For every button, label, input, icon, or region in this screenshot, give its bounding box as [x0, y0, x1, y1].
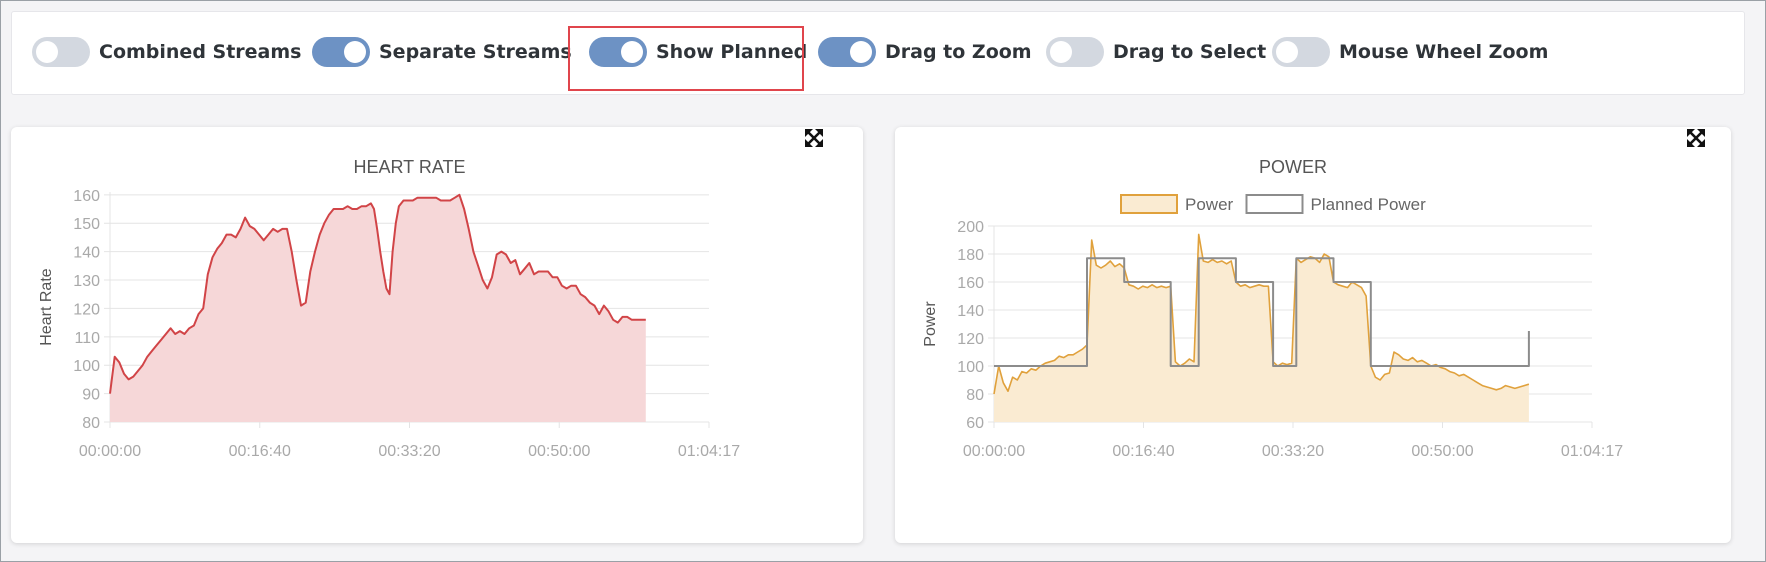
toggle-show-planned[interactable]: Show Planned [589, 36, 807, 68]
y-tick-label: 160 [73, 188, 100, 205]
toggle-drag-to-zoom[interactable]: Drag to Zoom [818, 36, 1032, 68]
legend-label: Power [1185, 195, 1234, 214]
y-tick-label: 200 [957, 219, 984, 236]
toggle-label: Combined Streams [99, 41, 302, 63]
x-tick-label: 01:04:17 [1561, 443, 1623, 460]
y-tick-label: 140 [73, 245, 100, 262]
toggle-switch[interactable] [312, 37, 370, 67]
toggle-switch[interactable] [1046, 37, 1104, 67]
y-tick-label: 100 [957, 359, 984, 376]
x-tick-label: 01:04:17 [678, 443, 740, 460]
toggle-switch[interactable] [589, 37, 647, 67]
y-axis-label: Power [922, 301, 939, 347]
series-line [994, 257, 1530, 367]
chart-options-toolbar: Combined Streams Separate Streams Show P… [11, 11, 1745, 95]
series-area [110, 194, 646, 422]
toggle-label: Mouse Wheel Zoom [1339, 41, 1549, 63]
legend-swatch [1120, 194, 1178, 214]
power-chart: POWER 60 80 100 120 140 160 180 200 00:00:00 00:16… [922, 157, 1623, 460]
y-tick-label: 120 [73, 301, 100, 318]
x-tick-label: 00:50:00 [1411, 443, 1473, 460]
chart-title: HEART RATE [353, 157, 465, 177]
toggle-label: Drag to Zoom [885, 41, 1032, 63]
power-card: POWER 60 80 100 120 140 160 180 200 00:00:00 00:16… [895, 127, 1731, 543]
y-tick-label: 60 [966, 415, 984, 432]
x-tick-label: 00:16:40 [1112, 443, 1174, 460]
y-tick-label: 130 [73, 273, 100, 290]
x-tick-label: 00:33:20 [378, 443, 440, 460]
y-tick-label: 120 [957, 331, 984, 348]
toggle-label: Drag to Select [1113, 41, 1267, 63]
y-axis-label: Heart Rate [38, 268, 55, 345]
x-tick-label: 00:16:40 [229, 443, 291, 460]
series-line [109, 193, 646, 394]
expand-icon[interactable] [803, 127, 825, 149]
y-tick-label: 180 [957, 247, 984, 264]
toggle-switch[interactable] [818, 37, 876, 67]
toggle-drag-to-select[interactable]: Drag to Select [1046, 36, 1266, 68]
toggle-mouse-wheel-zoom[interactable]: Mouse Wheel Zoom [1272, 36, 1548, 68]
series-area [994, 234, 1529, 422]
expand-icon[interactable] [1685, 127, 1707, 149]
y-tick-label: 100 [73, 358, 100, 375]
x-tick-label: 00:33:20 [1262, 443, 1324, 460]
y-tick-label: 160 [957, 275, 984, 292]
x-tick-label: 00:00:00 [79, 443, 141, 460]
legend-swatch [1245, 194, 1304, 214]
toggle-combined-streams[interactable]: Combined Streams [32, 36, 302, 68]
legend-label: Planned Power [1311, 195, 1427, 214]
x-tick-label: 00:00:00 [963, 443, 1025, 460]
y-tick-label: 90 [82, 387, 100, 404]
y-tick-label: 80 [966, 387, 984, 404]
toggle-label: Show Planned [656, 41, 808, 63]
toggle-switch[interactable] [1272, 37, 1330, 67]
y-tick-label: 140 [957, 303, 984, 320]
chart-title: POWER [1259, 157, 1327, 177]
y-tick-label: 80 [82, 415, 100, 432]
x-tick-label: 00:50:00 [528, 443, 590, 460]
heart-rate-chart: HEART RATE 80 90 100 110 120 130 140 150 160 00:00… [38, 157, 740, 460]
toggle-switch[interactable] [32, 37, 90, 67]
y-tick-label: 150 [73, 216, 100, 233]
y-tick-label: 110 [74, 330, 100, 347]
heart-rate-card: HEART RATE 80 90 100 110 120 130 140 150 160 00:00… [11, 127, 863, 543]
toggle-separate-streams[interactable]: Separate Streams [312, 36, 572, 68]
toggle-label: Separate Streams [379, 41, 572, 63]
